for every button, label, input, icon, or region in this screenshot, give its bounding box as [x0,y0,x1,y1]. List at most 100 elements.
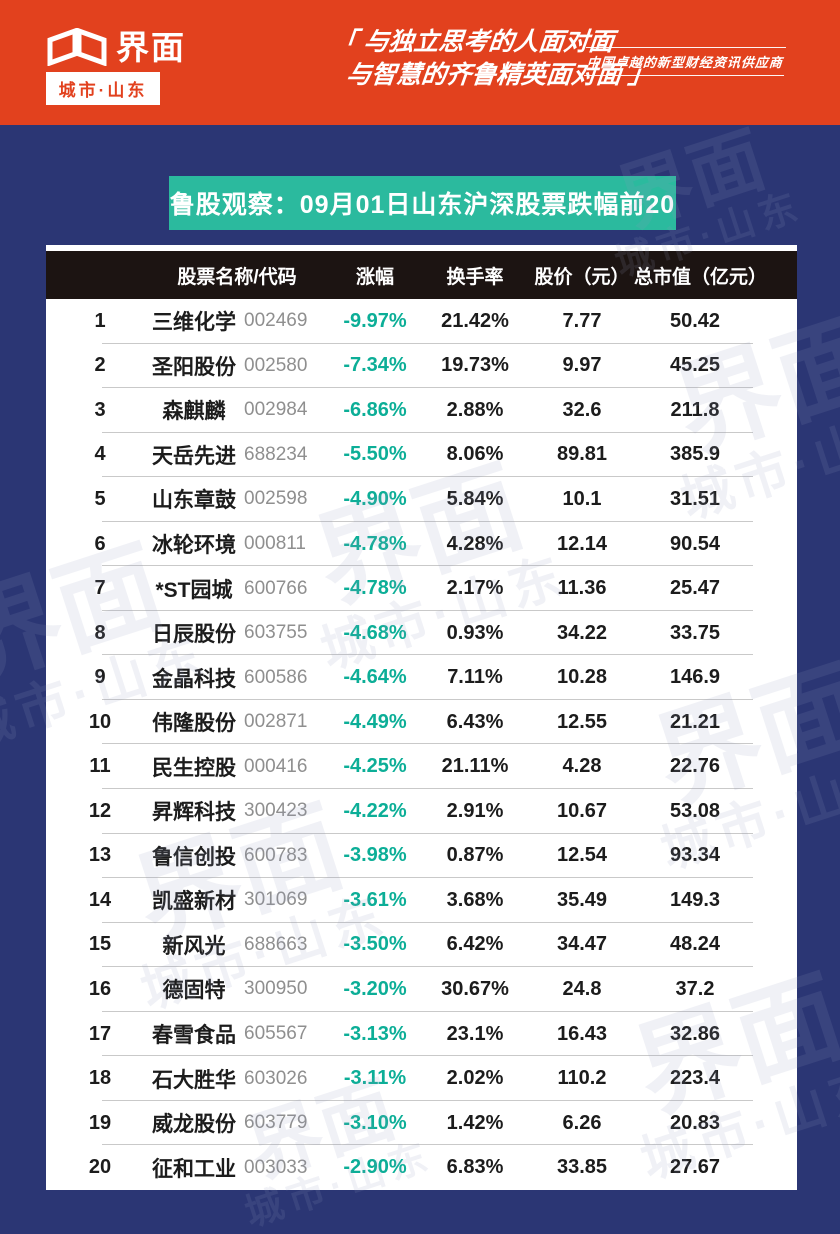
table-body: 1 三维化学 002469 -9.97% 21.42% 7.77 50.42 2… [46,299,797,1190]
stock-table-panel: 股票名称/代码 涨幅 换手率 股价（元） 总市值（亿元） 1 三维化学 0024… [46,245,797,1190]
table-row: 12 昇辉科技 300423 -4.22% 2.91% 10.67 53.08 [46,789,797,834]
stock-code: 603026 [244,1067,308,1089]
stock-code: 600586 [244,666,308,688]
market-cap: 45.25 [669,354,721,377]
masthead-tagline: 中国卓越的新型财经资讯供应商 [583,47,787,76]
market-cap: 93.34 [669,844,721,867]
market-cap: 25.47 [669,577,721,600]
stock-price: 11.36 [557,577,607,600]
row-rank: 20 [88,1156,112,1179]
title-banner: 鲁股观察：09月01日山东沪深股票跌幅前20 [169,176,676,230]
masthead: 界面 城市·山东 「 与独立思考的人面对面 与智慧的齐鲁精英面对面 」 中国卓越… [0,0,840,125]
stock-name: 圣阳股份 [152,355,236,379]
market-cap: 90.54 [669,532,721,555]
stock-name: 伟隆股份 [152,712,236,736]
stock-name: 日辰股份 [152,623,236,647]
table-row: 5 山东章鼓 002598 -4.90% 5.84% 10.1 31.51 [46,477,797,522]
market-cap: 31.51 [669,487,721,510]
row-rank: 17 [88,1022,112,1045]
table-row: 11 民生控股 000416 -4.25% 21.11% 4.28 22.76 [46,744,797,789]
turnover-rate: 21.42% [441,309,509,332]
stock-name: 山东章鼓 [152,489,236,513]
row-rank: 13 [88,844,112,867]
change-percent: -3.20% [343,977,407,1000]
brand-region-label: 城市·山东 [46,72,160,105]
stock-price: 9.97 [562,354,602,377]
stock-price: 32.6 [562,398,602,421]
change-percent: -6.86% [343,398,407,421]
stock-price: 110.2 [557,1067,607,1090]
market-cap: 32.86 [669,1022,721,1045]
row-rank: 16 [88,977,112,1000]
stock-name: 春雪食品 [152,1024,236,1048]
turnover-rate: 2.17% [446,577,504,600]
stock-name: 昇辉科技 [152,801,236,825]
table-row: 10 伟隆股份 002871 -4.49% 6.43% 12.55 21.21 [46,700,797,745]
stock-name: 石大胜华 [152,1068,236,1092]
turnover-rate: 6.42% [446,933,504,956]
market-cap: 211.8 [670,398,720,421]
market-cap: 48.24 [669,933,721,956]
stock-name: *ST园城 [155,578,233,602]
table-row: 8 日辰股份 603755 -4.68% 0.93% 34.22 33.75 [46,611,797,656]
stock-price: 10.1 [562,487,602,510]
table-row: 16 德固特 300950 -3.20% 30.67% 24.8 37.2 [46,967,797,1012]
brand-name: 界面 [116,28,186,66]
header-price: 股价（元） [534,266,630,288]
stock-price: 12.14 [556,532,608,555]
stock-code: 600766 [244,577,308,599]
stock-name: 天岳先进 [152,444,236,468]
market-cap: 22.76 [669,755,721,778]
stock-code: 300950 [244,978,308,1000]
table-row: 20 征和工业 003033 -2.90% 6.83% 33.85 27.67 [46,1145,797,1190]
turnover-rate: 5.84% [446,487,504,510]
table-row: 13 鲁信创投 600783 -3.98% 0.87% 12.54 93.34 [46,834,797,879]
row-rank: 6 [94,532,106,555]
stock-code: 605567 [244,1023,308,1045]
market-cap: 21.21 [669,710,721,733]
turnover-rate: 2.88% [446,398,504,421]
row-rank: 7 [94,577,106,600]
row-rank: 1 [94,309,106,332]
market-cap: 37.2 [675,977,715,1000]
change-percent: -3.61% [343,888,407,911]
stock-name: 征和工业 [152,1157,236,1181]
stock-price: 33.85 [556,1156,608,1179]
market-cap: 20.83 [669,1111,721,1134]
stock-code: 600783 [244,844,308,866]
brand-logo-block: 界面 城市·山东 [46,28,186,105]
stock-name: 新风光 [162,934,226,958]
stock-code: 003033 [244,1156,308,1178]
table-row: 19 威龙股份 603779 -3.10% 1.42% 6.26 20.83 [46,1101,797,1146]
row-rank: 12 [88,799,112,822]
stock-price: 4.28 [562,755,602,778]
row-rank: 2 [94,354,106,377]
stock-name: 金晶科技 [152,667,236,691]
stock-name: 威龙股份 [152,1113,236,1137]
turnover-rate: 23.1% [446,1022,504,1045]
table-row: 17 春雪食品 605567 -3.13% 23.1% 16.43 32.86 [46,1012,797,1057]
stock-price: 34.47 [556,933,608,956]
stock-code: 002469 [244,310,308,332]
table-row: 6 冰轮环境 000811 -4.78% 4.28% 12.14 90.54 [46,522,797,567]
stock-name: 鲁信创投 [152,845,236,869]
change-percent: -5.50% [343,443,407,466]
table-row: 1 三维化学 002469 -9.97% 21.42% 7.77 50.42 [46,299,797,344]
market-cap: 50.42 [669,309,721,332]
row-rank: 10 [88,710,112,733]
change-percent: -9.97% [343,309,407,332]
stock-code: 000416 [244,755,308,777]
change-percent: -3.98% [343,844,407,867]
turnover-rate: 21.11% [441,755,509,778]
stock-price: 35.49 [556,888,608,911]
stock-code: 000811 [244,533,306,554]
turnover-rate: 2.91% [446,799,504,822]
market-cap: 27.67 [669,1156,721,1179]
row-rank: 3 [94,398,106,421]
table-row: 18 石大胜华 603026 -3.11% 2.02% 110.2 223.4 [46,1056,797,1101]
turnover-rate: 19.73% [441,354,509,377]
table-row: 3 森麒麟 002984 -6.86% 2.88% 32.6 211.8 [46,388,797,433]
stock-code: 002871 [244,711,308,733]
turnover-rate: 2.02% [446,1067,504,1090]
table-row: 15 新风光 688663 -3.50% 6.42% 34.47 48.24 [46,923,797,968]
